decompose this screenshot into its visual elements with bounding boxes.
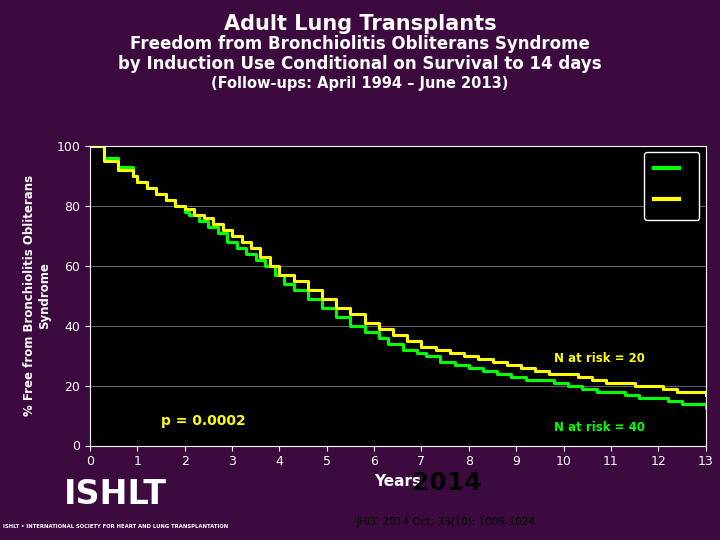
Text: JHLT. 2014 Oct; 33(10): 1009-1024: JHLT. 2014 Oct; 33(10): 1009-1024 bbox=[357, 517, 536, 527]
Text: by Induction Use Conditional on Survival to 14 days: by Induction Use Conditional on Survival… bbox=[118, 55, 602, 73]
Text: N at risk = 20: N at risk = 20 bbox=[554, 352, 645, 365]
Y-axis label: % Free from Bronchiolitis Obliterans
Syndrome: % Free from Bronchiolitis Obliterans Syn… bbox=[23, 175, 51, 416]
X-axis label: Years: Years bbox=[374, 474, 421, 489]
Text: ISHLT: ISHLT bbox=[63, 478, 167, 511]
Text: 2014: 2014 bbox=[412, 471, 481, 495]
Legend: , : , bbox=[644, 152, 699, 220]
Text: Adult Lung Transplants: Adult Lung Transplants bbox=[224, 14, 496, 33]
Text: p = 0.0002: p = 0.0002 bbox=[161, 414, 246, 428]
Text: Freedom from Bronchiolitis Obliterans Syndrome: Freedom from Bronchiolitis Obliterans Sy… bbox=[130, 35, 590, 53]
Text: (Follow-ups: April 1994 – June 2013): (Follow-ups: April 1994 – June 2013) bbox=[211, 76, 509, 91]
Text: ISHLT • INTERNATIONAL SOCIETY FOR HEART AND LUNG TRANSPLANTATION: ISHLT • INTERNATIONAL SOCIETY FOR HEART … bbox=[3, 524, 228, 529]
Text: N at risk = 40: N at risk = 40 bbox=[554, 421, 645, 434]
